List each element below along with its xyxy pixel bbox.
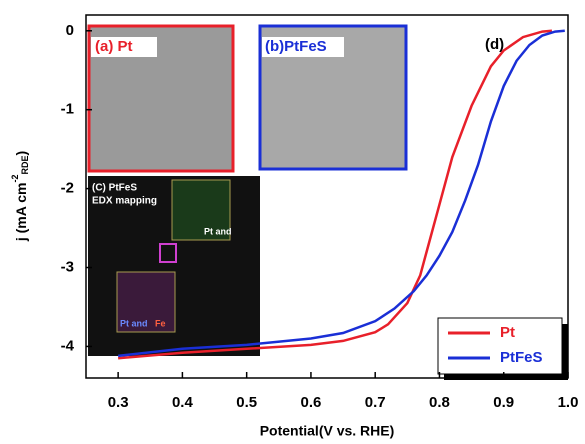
x-tick-label: 0.4 <box>172 394 194 411</box>
inset-label: Fe <box>155 318 166 328</box>
x-tick-label: 0.3 <box>108 394 129 411</box>
y-tick-label: -1 <box>61 101 74 118</box>
inset-label: EDX mapping <box>92 196 157 207</box>
x-tick-label: 0.7 <box>365 394 386 411</box>
inset-label: (a) Pt <box>95 38 133 55</box>
x-tick-label: 0.5 <box>236 394 257 411</box>
inset-label-bg <box>91 37 157 57</box>
inset-c-map <box>171 179 231 241</box>
legend-label: Pt <box>500 324 515 341</box>
panel-label: (d) <box>485 36 504 53</box>
y-axis-label-main: j (mA cm <box>13 183 29 243</box>
inset-a <box>87 24 235 173</box>
x-tick-label: 0.8 <box>429 394 450 411</box>
x-tick-label: 0.9 <box>493 394 514 411</box>
x-tick-label: 1.0 <box>558 394 579 411</box>
series-line <box>117 29 565 358</box>
inset-label: Pt and <box>120 318 148 328</box>
y-axis-label-close: ) <box>13 151 29 156</box>
inset-c-marker <box>159 243 177 263</box>
inset-c-map <box>116 271 176 333</box>
legend <box>437 317 563 375</box>
y-tick-label: 0 <box>66 22 74 39</box>
legend-label: PtFeS <box>500 349 543 366</box>
y-tick-label: -2 <box>61 180 74 197</box>
y-axis-label-sup: -2 <box>10 175 20 183</box>
y-tick-label: -4 <box>61 337 75 354</box>
inset-label-bg <box>262 37 344 57</box>
x-axis-label: Potential(V vs. RHE) <box>260 423 395 439</box>
inset-label: (C) PtFeS <box>92 183 137 194</box>
y-axis-label-sub: RDE <box>20 156 30 175</box>
inset-label: Pt and <box>204 226 232 236</box>
inset-label: (b)PtFeS <box>265 38 327 55</box>
insets <box>87 24 408 356</box>
series-line <box>118 29 553 360</box>
y-tick-label: -3 <box>61 258 74 275</box>
y-axis-label: j (mA cm-2RDE) <box>10 151 30 242</box>
x-tick-label: 0.6 <box>301 394 322 411</box>
plot-frame <box>85 14 569 379</box>
